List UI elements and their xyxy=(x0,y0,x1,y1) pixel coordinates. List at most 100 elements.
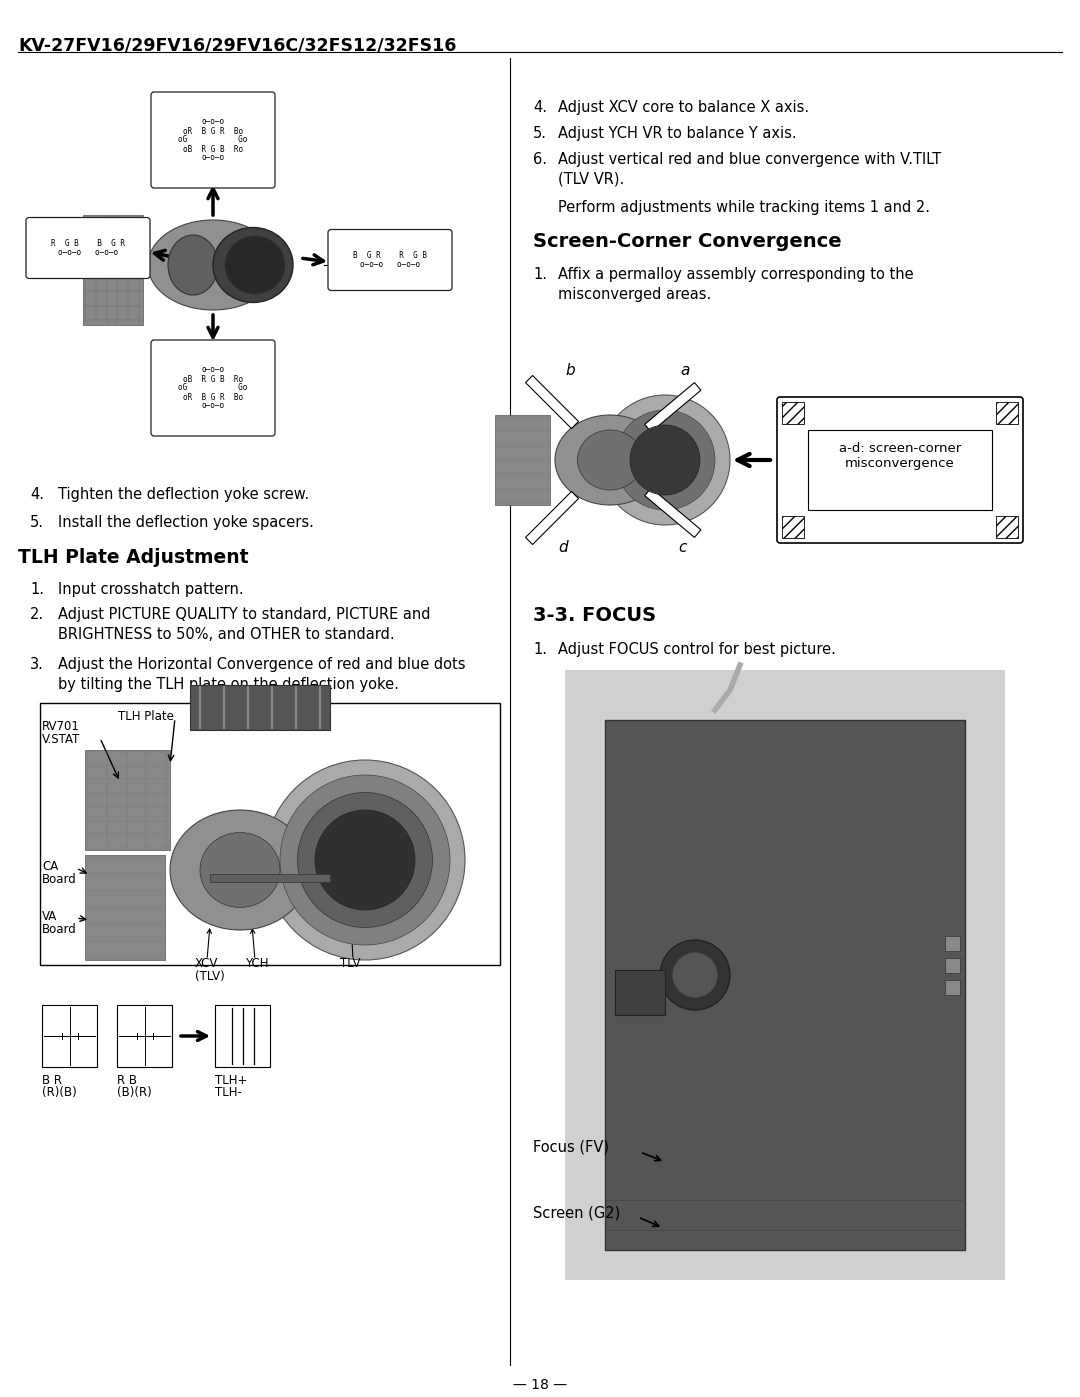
Ellipse shape xyxy=(660,940,730,1010)
Bar xyxy=(495,415,550,504)
Polygon shape xyxy=(526,376,579,429)
Ellipse shape xyxy=(225,236,285,293)
Text: Install the deflection yoke spacers.: Install the deflection yoke spacers. xyxy=(58,515,314,529)
Text: RV701: RV701 xyxy=(42,719,80,733)
Bar xyxy=(782,515,804,538)
Text: o—o—o   o—o—o: o—o—o o—o—o xyxy=(360,260,420,270)
Text: R B: R B xyxy=(117,1074,137,1087)
Text: TLH Plate: TLH Plate xyxy=(118,710,174,724)
Bar xyxy=(782,402,804,425)
Bar xyxy=(996,402,1018,425)
FancyBboxPatch shape xyxy=(83,215,143,326)
Text: Adjust FOCUS control for best picture.: Adjust FOCUS control for best picture. xyxy=(558,643,836,657)
Text: oG           Go: oG Go xyxy=(178,136,247,144)
Ellipse shape xyxy=(630,425,700,495)
Bar xyxy=(85,855,165,960)
Text: b: b xyxy=(565,363,575,379)
Text: by tilting the TLH plate on the deflection yoke.: by tilting the TLH plate on the deflecti… xyxy=(58,678,399,692)
Ellipse shape xyxy=(555,415,665,504)
Text: oG           Go: oG Go xyxy=(178,384,247,393)
Text: (B)(R): (B)(R) xyxy=(117,1085,152,1099)
Text: Screen-Corner Convergence: Screen-Corner Convergence xyxy=(534,232,841,251)
Ellipse shape xyxy=(673,953,717,997)
Text: 5.: 5. xyxy=(534,126,546,141)
Text: Focus (FV): Focus (FV) xyxy=(534,1140,609,1155)
Ellipse shape xyxy=(615,409,715,510)
Bar xyxy=(40,703,500,965)
Text: b: b xyxy=(1002,407,1011,419)
Bar xyxy=(565,671,1005,1280)
Text: (TLV): (TLV) xyxy=(195,970,225,983)
Text: Affix a permalloy assembly corresponding to the: Affix a permalloy assembly corresponding… xyxy=(558,267,914,282)
Text: XCV: XCV xyxy=(195,957,218,970)
Text: 6.: 6. xyxy=(534,152,546,168)
Text: oR  B G R  Bo: oR B G R Bo xyxy=(183,393,243,401)
Bar xyxy=(945,936,960,951)
Text: Tighten the deflection yoke screw.: Tighten the deflection yoke screw. xyxy=(58,488,309,502)
Text: Adjust the Horizontal Convergence of red and blue dots: Adjust the Horizontal Convergence of red… xyxy=(58,657,465,672)
Text: B  G R    R  G B: B G R R G B xyxy=(353,251,427,260)
Ellipse shape xyxy=(265,760,465,960)
Bar xyxy=(190,685,330,731)
FancyBboxPatch shape xyxy=(151,339,275,436)
Text: a: a xyxy=(680,363,689,379)
Text: d: d xyxy=(558,541,568,555)
Text: Adjust PICTURE QUALITY to standard, PICTURE and: Adjust PICTURE QUALITY to standard, PICT… xyxy=(58,608,431,622)
Polygon shape xyxy=(645,383,701,432)
Bar xyxy=(117,1004,172,1067)
Text: Adjust YCH VR to balance Y axis.: Adjust YCH VR to balance Y axis. xyxy=(558,126,797,141)
Text: 5.: 5. xyxy=(30,515,44,529)
Text: 1.: 1. xyxy=(534,267,546,282)
Ellipse shape xyxy=(600,395,730,525)
Ellipse shape xyxy=(168,235,218,295)
Text: 3.: 3. xyxy=(30,657,44,672)
Text: Adjust XCV core to balance X axis.: Adjust XCV core to balance X axis. xyxy=(558,101,809,115)
Bar xyxy=(615,970,665,1016)
Ellipse shape xyxy=(148,219,278,310)
Text: — 18 —: — 18 — xyxy=(513,1377,567,1391)
Bar xyxy=(808,430,993,510)
Text: 3-3. FOCUS: 3-3. FOCUS xyxy=(534,606,657,624)
Bar xyxy=(215,1004,270,1067)
Bar xyxy=(945,958,960,972)
Text: c: c xyxy=(678,541,687,555)
Bar xyxy=(996,515,1018,538)
Text: B R: B R xyxy=(42,1074,62,1087)
Text: oR  B G R  Bo: oR B G R Bo xyxy=(183,127,243,136)
Text: o—o—o   o—o—o: o—o—o o—o—o xyxy=(58,249,118,257)
Text: TLH+: TLH+ xyxy=(215,1074,247,1087)
Text: BRIGHTNESS to 50%, and OTHER to standard.: BRIGHTNESS to 50%, and OTHER to standard… xyxy=(58,627,394,643)
Text: Adjust vertical red and blue convergence with V.TILT: Adjust vertical red and blue convergence… xyxy=(558,152,942,168)
Ellipse shape xyxy=(297,792,432,928)
Text: Board: Board xyxy=(42,873,77,886)
Text: (R)(B): (R)(B) xyxy=(42,1085,77,1099)
Text: CA: CA xyxy=(42,861,58,873)
Bar xyxy=(85,750,170,849)
Text: misconverged areas.: misconverged areas. xyxy=(558,286,712,302)
Text: oB  R G B  Ro: oB R G B Ro xyxy=(183,374,243,384)
Text: Board: Board xyxy=(42,923,77,936)
Text: a-d: screen-corner
misconvergence: a-d: screen-corner misconvergence xyxy=(839,441,961,469)
FancyBboxPatch shape xyxy=(151,92,275,189)
Ellipse shape xyxy=(170,810,310,930)
Ellipse shape xyxy=(315,810,415,909)
FancyBboxPatch shape xyxy=(777,397,1023,543)
Text: (TLV VR).: (TLV VR). xyxy=(558,172,624,187)
Bar xyxy=(210,875,330,882)
Text: 1.: 1. xyxy=(30,583,44,597)
Polygon shape xyxy=(526,492,579,545)
Text: KV-27FV16/29FV16/29FV16C/32FS12/32FS16: KV-27FV16/29FV16/29FV16C/32FS12/32FS16 xyxy=(18,36,457,54)
FancyBboxPatch shape xyxy=(328,229,453,291)
Ellipse shape xyxy=(578,430,643,490)
Text: o—o—o: o—o—o xyxy=(202,401,225,411)
Text: Input crosshatch pattern.: Input crosshatch pattern. xyxy=(58,583,244,597)
Text: c: c xyxy=(788,520,795,534)
Text: Perform adjustments while tracking items 1 and 2.: Perform adjustments while tracking items… xyxy=(558,200,930,215)
Text: Screen (G2): Screen (G2) xyxy=(534,1206,620,1220)
FancyBboxPatch shape xyxy=(26,218,150,278)
Text: o—o—o: o—o—o xyxy=(202,154,225,162)
Text: oB  R G B  Ro: oB R G B Ro xyxy=(183,144,243,154)
Text: o—o—o: o—o—o xyxy=(202,366,225,374)
Bar xyxy=(42,1004,97,1067)
Text: R  G B    B  G R: R G B B G R xyxy=(51,239,125,249)
